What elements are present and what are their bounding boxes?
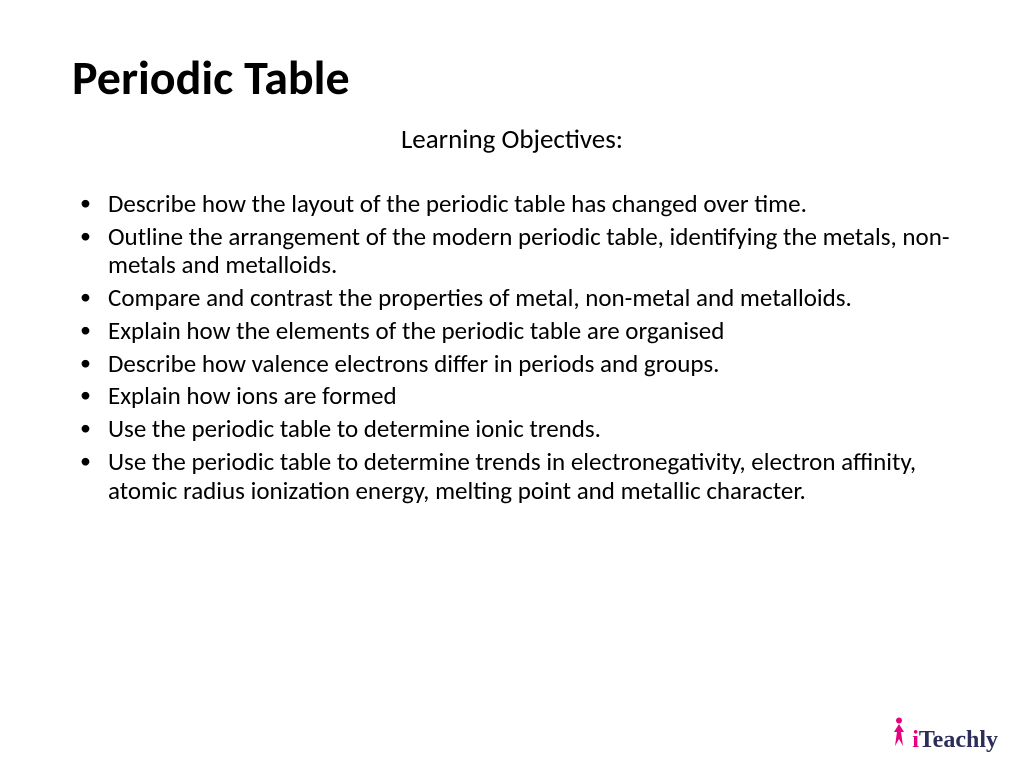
page-title: Periodic Table xyxy=(72,52,952,105)
list-item: Explain how the elements of the periodic… xyxy=(72,317,952,346)
brand-rest: Teachly xyxy=(919,727,998,753)
brand-logo: iTeachly xyxy=(890,717,998,754)
list-item: Explain how ions are formed xyxy=(72,382,952,411)
list-item: Use the periodic table to determine tren… xyxy=(72,448,952,506)
brand-text: iTeachly xyxy=(912,727,998,754)
brand-i: i xyxy=(912,727,919,753)
figure-icon xyxy=(890,717,908,747)
list-item: Describe how valence electrons differ in… xyxy=(72,350,952,379)
list-item: Use the periodic table to determine ioni… xyxy=(72,415,952,444)
subtitle: Learning Objectives: xyxy=(72,123,952,156)
objectives-list: Describe how the layout of the periodic … xyxy=(72,190,952,506)
list-item: Outline the arrangement of the modern pe… xyxy=(72,223,952,281)
slide: Periodic Table Learning Objectives: Desc… xyxy=(0,0,1024,768)
list-item: Compare and contrast the properties of m… xyxy=(72,284,952,313)
list-item: Describe how the layout of the periodic … xyxy=(72,190,952,219)
